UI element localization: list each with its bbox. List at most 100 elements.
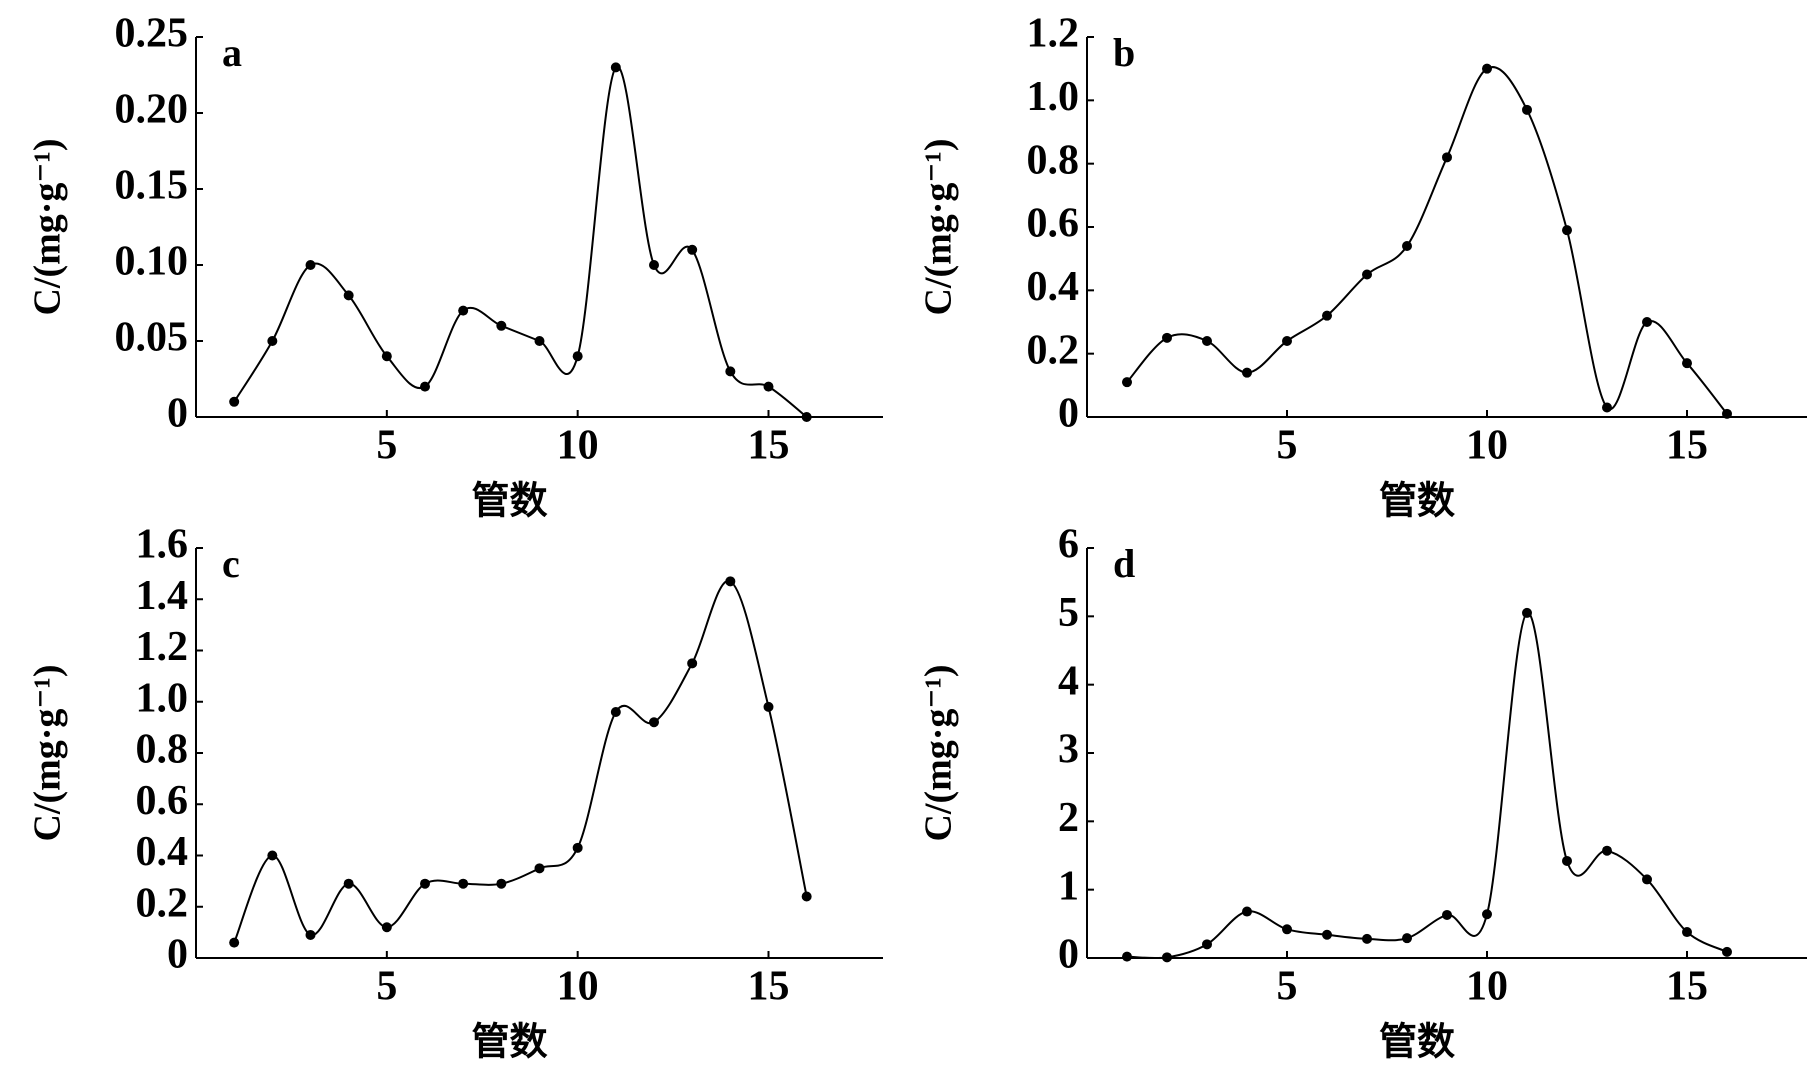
point bbox=[229, 396, 240, 407]
panel-label: c bbox=[222, 541, 240, 586]
panel: 0 1 2 3 4 5 6 5 10 15 管数 C/(mg·g⁻¹) d bbox=[918, 522, 1807, 1064]
y-axis-label: C/(mg·g⁻¹) bbox=[27, 138, 69, 315]
x-axis-label: 管数 bbox=[1379, 1022, 1455, 1064]
x-axis-label: 管数 bbox=[1379, 481, 1455, 523]
point bbox=[1642, 317, 1652, 327]
x-axis-label: 管数 bbox=[471, 481, 547, 523]
y-axis-label: C/(mg·g⁻¹) bbox=[27, 664, 69, 841]
point bbox=[572, 842, 583, 853]
point bbox=[1362, 933, 1372, 944]
x-tick-label: 5 bbox=[1277, 964, 1298, 1010]
point bbox=[1162, 952, 1172, 963]
line bbox=[233, 580, 808, 944]
point bbox=[534, 336, 545, 346]
x-axis-label: 管数 bbox=[471, 1022, 547, 1064]
point bbox=[420, 381, 430, 392]
y-tick-label: 0.4 bbox=[136, 829, 189, 875]
point bbox=[1442, 909, 1452, 920]
point bbox=[1282, 924, 1292, 935]
y-tick-label: 1.2 bbox=[136, 624, 189, 670]
y-tick-label: 0 bbox=[167, 391, 188, 437]
x-tick-label: 10 bbox=[557, 964, 599, 1010]
panel: 0 0.05 0.10 0.15 0.20 0.25 5 10 15 管数 C/(mg·g⁻¹) a bbox=[27, 11, 883, 523]
point bbox=[381, 922, 392, 933]
point bbox=[1602, 845, 1612, 856]
point bbox=[1682, 927, 1692, 938]
panel: 0 0.2 0.4 0.6 0.8 1.0 1.2 5 10 15 管数 C/(mg·g⁻¹) b bbox=[918, 11, 1807, 523]
point bbox=[725, 576, 736, 587]
y-tick-label: 0.15 bbox=[115, 163, 189, 209]
point bbox=[1562, 855, 1572, 866]
panel-label: a bbox=[222, 30, 242, 75]
y-tick-label: 1.0 bbox=[1027, 74, 1080, 120]
point bbox=[1122, 377, 1132, 388]
line bbox=[1126, 611, 1728, 960]
point bbox=[343, 290, 354, 301]
point bbox=[1642, 874, 1652, 885]
point bbox=[649, 717, 659, 728]
x-tick-label: 15 bbox=[1666, 423, 1708, 469]
y-tick-label: 0.05 bbox=[115, 315, 189, 361]
point bbox=[1442, 152, 1452, 163]
point bbox=[267, 850, 278, 861]
line bbox=[1126, 66, 1728, 415]
y-tick-label: 0.2 bbox=[1027, 327, 1080, 373]
point bbox=[1522, 104, 1532, 115]
point bbox=[801, 891, 812, 902]
point bbox=[1522, 607, 1532, 618]
point bbox=[649, 260, 659, 270]
x-tick-label: 10 bbox=[1466, 423, 1508, 469]
x-tick-label: 10 bbox=[1466, 964, 1508, 1010]
y-tick-label: 1 bbox=[1058, 863, 1079, 909]
point bbox=[1722, 408, 1732, 419]
point bbox=[763, 381, 774, 392]
y-tick-label: 6 bbox=[1058, 522, 1079, 568]
point bbox=[1242, 906, 1252, 917]
point bbox=[458, 305, 469, 316]
y-tick-label: 0.6 bbox=[1027, 201, 1080, 247]
point bbox=[1282, 336, 1292, 346]
y-tick-label: 0.4 bbox=[1027, 264, 1080, 310]
point bbox=[610, 707, 621, 717]
point bbox=[1482, 909, 1492, 920]
point bbox=[687, 244, 698, 255]
point bbox=[725, 366, 736, 377]
panel: 0 0.2 0.4 0.6 0.8 1.0 1.2 1.4 1.6 5 10 15 管数 C/(mg·g⁻… bbox=[27, 522, 883, 1064]
y-axis-label: C/(mg·g⁻¹) bbox=[918, 664, 960, 841]
point bbox=[1322, 310, 1332, 321]
point bbox=[305, 260, 316, 270]
panel-label: b bbox=[1113, 30, 1135, 75]
y-tick-label: 0.6 bbox=[136, 778, 189, 824]
y-tick-label: 0.25 bbox=[115, 11, 189, 57]
point bbox=[1362, 269, 1372, 280]
x-tick-label: 10 bbox=[557, 423, 599, 469]
point bbox=[496, 320, 507, 331]
x-tick-label: 15 bbox=[748, 423, 790, 469]
point bbox=[1242, 367, 1252, 378]
y-tick-label: 0.8 bbox=[1027, 137, 1080, 183]
point bbox=[1402, 241, 1412, 251]
point bbox=[572, 351, 583, 362]
point bbox=[343, 878, 354, 889]
point bbox=[1202, 939, 1212, 950]
y-axis-label: C/(mg·g⁻¹) bbox=[918, 138, 960, 315]
point bbox=[1682, 358, 1692, 369]
y-tick-label: 0 bbox=[1058, 932, 1079, 978]
x-tick-label: 5 bbox=[376, 964, 397, 1010]
y-tick-label: 3 bbox=[1058, 727, 1079, 773]
point bbox=[1162, 332, 1172, 343]
point bbox=[801, 412, 812, 422]
point bbox=[305, 929, 316, 940]
y-tick-label: 0 bbox=[167, 932, 188, 978]
y-tick-label: 0.8 bbox=[136, 727, 189, 773]
point bbox=[1722, 946, 1732, 957]
point bbox=[610, 62, 621, 73]
panel-label: d bbox=[1113, 541, 1135, 586]
point bbox=[229, 937, 240, 948]
point bbox=[763, 701, 774, 712]
y-tick-label: 0 bbox=[1058, 391, 1079, 437]
point bbox=[687, 658, 698, 669]
point bbox=[496, 878, 507, 889]
y-tick-label: 0.10 bbox=[115, 239, 189, 285]
point bbox=[1562, 225, 1572, 236]
